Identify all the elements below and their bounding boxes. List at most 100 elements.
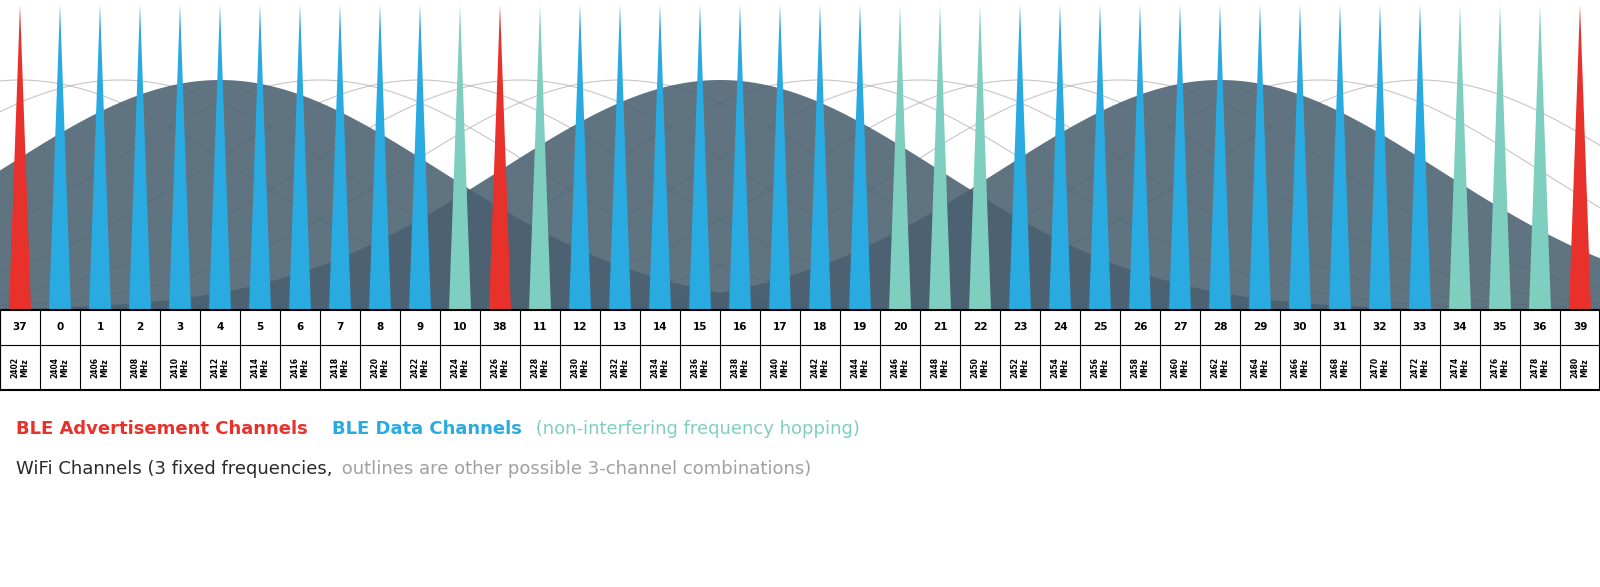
Polygon shape [570, 5, 590, 310]
Text: 2434
MHz: 2434 MHz [651, 357, 669, 378]
Text: 9: 9 [416, 322, 424, 332]
Text: 2420
MHz: 2420 MHz [371, 357, 389, 378]
Text: BLE Data Channels: BLE Data Channels [331, 420, 522, 438]
Text: 2428
MHz: 2428 MHz [531, 357, 549, 378]
Text: 2408
MHz: 2408 MHz [131, 357, 149, 378]
Text: 2440
MHz: 2440 MHz [771, 357, 789, 378]
Text: 5: 5 [256, 322, 264, 332]
Text: 2406
MHz: 2406 MHz [91, 357, 109, 378]
Text: 7: 7 [336, 322, 344, 332]
Text: 20: 20 [893, 322, 907, 332]
Polygon shape [210, 5, 230, 310]
Text: 2442
MHz: 2442 MHz [811, 357, 829, 378]
Polygon shape [930, 5, 950, 310]
Text: 8: 8 [376, 322, 384, 332]
Text: 25: 25 [1093, 322, 1107, 332]
Polygon shape [1490, 5, 1510, 310]
Text: 36: 36 [1533, 322, 1547, 332]
Text: 32: 32 [1373, 322, 1387, 332]
Text: 39: 39 [1573, 322, 1587, 332]
Polygon shape [1050, 5, 1070, 310]
Text: 19: 19 [853, 322, 867, 332]
Text: 2412
MHz: 2412 MHz [211, 357, 229, 378]
Polygon shape [530, 5, 550, 310]
Text: 4: 4 [216, 322, 224, 332]
Text: 2422
MHz: 2422 MHz [411, 357, 429, 378]
Polygon shape [90, 5, 110, 310]
Polygon shape [330, 5, 350, 310]
Polygon shape [810, 5, 830, 310]
Text: 12: 12 [573, 322, 587, 332]
Polygon shape [410, 5, 430, 310]
Text: 6: 6 [296, 322, 304, 332]
Text: 13: 13 [613, 322, 627, 332]
Polygon shape [450, 5, 470, 310]
Text: 38: 38 [493, 322, 507, 332]
Text: 2448
MHz: 2448 MHz [931, 357, 949, 378]
Text: 28: 28 [1213, 322, 1227, 332]
Polygon shape [0, 80, 1600, 310]
Text: BLE Advertisement Channels: BLE Advertisement Channels [16, 420, 307, 438]
Text: 33: 33 [1413, 322, 1427, 332]
Text: 2: 2 [136, 322, 144, 332]
Text: 2478
MHz: 2478 MHz [1531, 357, 1549, 378]
Text: 2458
MHz: 2458 MHz [1131, 357, 1149, 378]
Text: 2472
MHz: 2472 MHz [1411, 357, 1429, 378]
Text: outlines are other possible 3-channel combinations): outlines are other possible 3-channel co… [336, 460, 811, 478]
Polygon shape [610, 5, 630, 310]
Polygon shape [1090, 5, 1110, 310]
Text: 2464
MHz: 2464 MHz [1251, 357, 1269, 378]
Text: 35: 35 [1493, 322, 1507, 332]
Bar [0, 310, 1600, 390]
Text: 2430
MHz: 2430 MHz [571, 357, 589, 378]
Text: 15: 15 [693, 322, 707, 332]
Polygon shape [490, 5, 510, 310]
Polygon shape [970, 5, 990, 310]
Polygon shape [770, 5, 790, 310]
Polygon shape [370, 5, 390, 310]
Polygon shape [1290, 5, 1310, 310]
Text: 2452
MHz: 2452 MHz [1011, 357, 1029, 378]
Polygon shape [1250, 5, 1270, 310]
Text: 2456
MHz: 2456 MHz [1091, 357, 1109, 378]
Text: 31: 31 [1333, 322, 1347, 332]
Text: 27: 27 [1173, 322, 1187, 332]
Polygon shape [0, 80, 1600, 310]
Text: 26: 26 [1133, 322, 1147, 332]
Polygon shape [1010, 5, 1030, 310]
Polygon shape [50, 5, 70, 310]
Text: 2416
MHz: 2416 MHz [291, 357, 309, 378]
Text: 2462
MHz: 2462 MHz [1211, 357, 1229, 378]
Polygon shape [690, 5, 710, 310]
Polygon shape [1450, 5, 1470, 310]
Text: 3: 3 [176, 322, 184, 332]
Polygon shape [0, 80, 1600, 310]
Text: 2466
MHz: 2466 MHz [1291, 357, 1309, 378]
Text: 18: 18 [813, 322, 827, 332]
Polygon shape [650, 5, 670, 310]
Text: 2426
MHz: 2426 MHz [491, 357, 509, 378]
Polygon shape [250, 5, 270, 310]
Polygon shape [1130, 5, 1150, 310]
Text: 2446
MHz: 2446 MHz [891, 357, 909, 378]
Polygon shape [730, 5, 750, 310]
Polygon shape [1210, 5, 1230, 310]
Text: 2474
MHz: 2474 MHz [1451, 357, 1469, 378]
Text: 37: 37 [13, 322, 27, 332]
Polygon shape [1330, 5, 1350, 310]
Text: 10: 10 [453, 322, 467, 332]
Polygon shape [1370, 5, 1390, 310]
Text: 2468
MHz: 2468 MHz [1331, 357, 1349, 378]
Text: 17: 17 [773, 322, 787, 332]
Polygon shape [130, 5, 150, 310]
Text: 29: 29 [1253, 322, 1267, 332]
Polygon shape [1530, 5, 1550, 310]
Text: 2476
MHz: 2476 MHz [1491, 357, 1509, 378]
Text: 30: 30 [1293, 322, 1307, 332]
Text: 11: 11 [533, 322, 547, 332]
Polygon shape [290, 5, 310, 310]
Text: 2414
MHz: 2414 MHz [251, 357, 269, 378]
Text: WiFi Channels (3 fixed frequencies,: WiFi Channels (3 fixed frequencies, [16, 460, 333, 478]
Polygon shape [890, 5, 910, 310]
Text: 2424
MHz: 2424 MHz [451, 357, 469, 378]
